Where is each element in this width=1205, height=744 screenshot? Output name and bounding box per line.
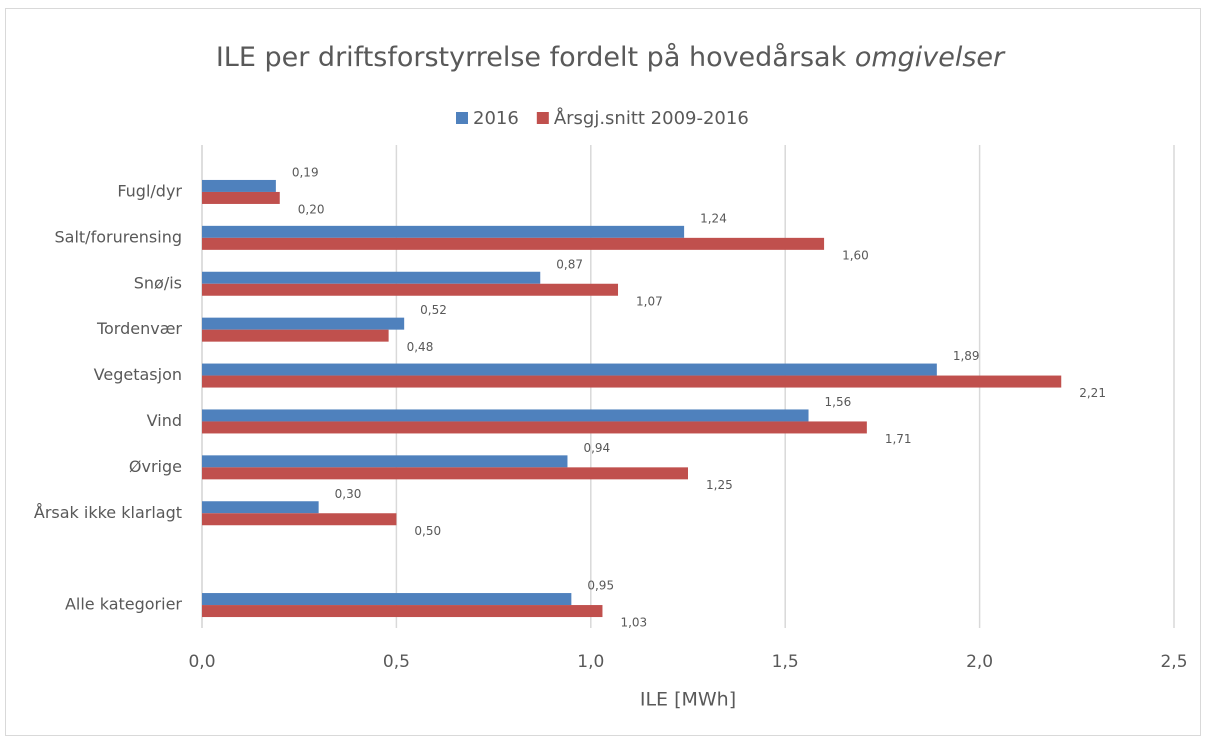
bar [202, 329, 389, 342]
value-label: 0,19 [292, 165, 319, 179]
bar [202, 467, 688, 480]
title-main: ILE per driftsforstyrrelse fordelt på ho… [216, 42, 847, 73]
value-label: 0,52 [420, 303, 447, 317]
value-label: 1,71 [885, 432, 912, 446]
y-tick-label: Salt/forurensing [55, 227, 183, 246]
x-tick-label: 0,5 [383, 652, 410, 672]
legend-label: Årsgj.snitt 2009-2016 [554, 107, 749, 129]
y-tick-label: Vind [147, 411, 182, 430]
value-label: 1,25 [706, 478, 733, 492]
bar [202, 421, 867, 434]
title-italic: omgivelser [855, 42, 1006, 73]
legend-swatch [456, 112, 468, 124]
bar [202, 605, 603, 618]
value-label: 0,94 [583, 441, 610, 455]
bar [202, 409, 809, 422]
bar [202, 271, 541, 284]
value-label: 2,21 [1079, 386, 1106, 400]
bar [202, 455, 568, 468]
x-axis-title: ILE [MWh] [640, 689, 736, 711]
x-tick-label: 1,0 [577, 652, 604, 672]
bar [202, 513, 397, 526]
y-tick-label: Øvrige [129, 457, 182, 476]
y-tick-label: Vegetasjon [94, 365, 182, 384]
x-tick-label: 1,5 [772, 652, 799, 672]
value-label: 0,50 [414, 524, 441, 538]
x-tick-label: 0,0 [188, 652, 215, 672]
bar [202, 317, 405, 330]
value-label: 1,89 [953, 349, 980, 363]
y-tick-label: Tordenvær [96, 319, 182, 338]
value-label: 1,03 [620, 616, 647, 630]
chart-title: ILE per driftsforstyrrelse fordelt på ho… [216, 42, 1006, 73]
bar [202, 283, 619, 296]
x-tick-label: 2,0 [966, 652, 993, 672]
y-tick-label: Årsak ikke klarlagt [34, 503, 182, 522]
value-label: 0,87 [556, 257, 583, 271]
y-tick-label: Fugl/dyr [117, 181, 182, 200]
bar [202, 363, 937, 376]
bar [202, 225, 685, 238]
value-label: 0,20 [298, 202, 325, 216]
value-label: 1,24 [700, 211, 727, 225]
value-label: 1,07 [636, 294, 663, 308]
value-label: 1,60 [842, 248, 869, 262]
bar [202, 501, 319, 514]
bar [202, 593, 572, 606]
value-label: 1,56 [825, 395, 852, 409]
bar [202, 191, 280, 204]
bar [202, 375, 1062, 388]
value-label: 0,95 [587, 579, 614, 593]
legend-label: 2016 [473, 108, 519, 129]
y-tick-label: Alle kategorier [65, 595, 182, 614]
value-label: 0,48 [407, 340, 434, 354]
value-label: 0,30 [335, 487, 362, 501]
y-tick-label: Snø/is [134, 273, 182, 292]
bar [202, 237, 825, 250]
bar [202, 179, 276, 192]
legend-swatch [536, 112, 549, 124]
x-tick-label: 2,5 [1160, 652, 1187, 672]
